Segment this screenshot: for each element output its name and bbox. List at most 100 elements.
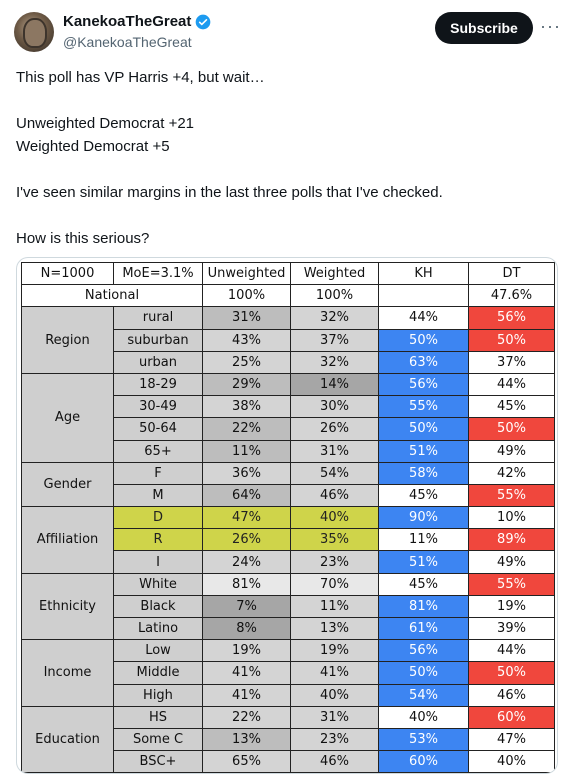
dt-cell: 60% (468, 705, 555, 729)
subscribe-button[interactable]: Subscribe (435, 12, 533, 44)
header-weighted: Weighted (290, 261, 379, 286)
row-label: urban (113, 350, 203, 374)
unweighted-cell: 81% (202, 572, 291, 596)
dt-cell: 10% (468, 506, 555, 530)
dt-cell: 46% (468, 683, 555, 707)
dt-cell: 89% (468, 528, 555, 552)
row-label: 30-49 (113, 395, 203, 419)
kh-cell: 54% (378, 683, 469, 707)
unweighted-cell: 47% (202, 506, 291, 530)
weighted-cell: 32% (290, 306, 379, 330)
dt-cell: 49% (468, 550, 555, 574)
dt-cell: 50% (468, 328, 555, 352)
weighted-cell: 32% (290, 350, 379, 374)
row-label: Latino (113, 616, 203, 641)
dt-cell: 44% (468, 372, 555, 397)
row-label: D (113, 506, 203, 530)
kh-cell: 50% (378, 417, 469, 441)
tweet-line: Weighted Democrat +5 (16, 138, 170, 155)
unweighted-cell: 22% (202, 705, 291, 729)
kh-cell: 90% (378, 506, 469, 530)
row-label: M (113, 483, 203, 508)
dt-cell: 37% (468, 350, 555, 374)
tweet-text: This poll has VP Harris +4, but wait… Un… (16, 66, 536, 250)
unweighted-cell: 13% (202, 727, 291, 752)
display-name-row[interactable]: KanekoaTheGreat (63, 13, 211, 30)
unweighted-cell: 7% (202, 594, 291, 619)
kh-cell: 44% (378, 306, 469, 330)
dt-cell: 42% (468, 461, 555, 485)
kh-cell: 56% (378, 639, 469, 663)
kh-cell: 51% (378, 439, 469, 463)
verified-badge-icon (196, 14, 211, 29)
group-label: Ethnicity (21, 572, 114, 641)
weighted-cell: 11% (290, 594, 379, 619)
unweighted-cell: 31% (202, 306, 291, 330)
kh-cell: 81% (378, 594, 469, 619)
weighted-cell: 31% (290, 439, 379, 463)
row-label: 65+ (113, 439, 203, 463)
row-label: Some C (113, 727, 203, 752)
weighted-cell: 23% (290, 727, 379, 752)
row-label: R (113, 528, 203, 552)
unweighted-cell: 38% (202, 395, 291, 419)
row-label: I (113, 550, 203, 574)
dt-cell: 44% (468, 639, 555, 663)
dt-cell: 55% (468, 483, 555, 508)
row-label: 18-29 (113, 372, 203, 397)
weighted-cell: 26% (290, 417, 379, 441)
group-label: Affiliation (21, 506, 114, 574)
dt-cell: 45% (468, 395, 555, 419)
row-label: High (113, 683, 203, 707)
more-options-icon[interactable]: ··· (540, 16, 561, 36)
national-label: National (21, 284, 203, 308)
kh-cell: 61% (378, 616, 469, 641)
weighted-cell: 14% (290, 372, 379, 397)
dt-cell: 19% (468, 594, 555, 619)
weighted-cell: 40% (290, 683, 379, 707)
header-unweighted: Unweighted (202, 261, 291, 286)
weighted-cell: 46% (290, 750, 379, 773)
kh-cell: 58% (378, 461, 469, 485)
unweighted-cell: 41% (202, 683, 291, 707)
dt-cell: 50% (468, 661, 555, 685)
dt-cell: 50% (468, 417, 555, 441)
group-label: Income (21, 639, 114, 707)
poll-table-image[interactable]: N=1000 MoE=3.1% Unweighted Weighted KH D… (16, 257, 558, 774)
kh-cell: 11% (378, 528, 469, 552)
kh-cell: 45% (378, 572, 469, 596)
unweighted-cell: 41% (202, 661, 291, 685)
unweighted-cell: 19% (202, 639, 291, 663)
unweighted-cell: 65% (202, 750, 291, 773)
kh-cell: 51% (378, 550, 469, 574)
weighted-cell: 19% (290, 639, 379, 663)
kh-cell: 56% (378, 372, 469, 397)
weighted-cell: 23% (290, 550, 379, 574)
weighted-cell: 40% (290, 506, 379, 530)
row-label: Black (113, 594, 203, 619)
weighted-cell: 13% (290, 616, 379, 641)
weighted-cell: 37% (290, 328, 379, 352)
header-kh: KH (378, 261, 469, 286)
row-label: F (113, 461, 203, 485)
kh-cell: 45% (378, 483, 469, 508)
unweighted-cell: 25% (202, 350, 291, 374)
display-name[interactable]: KanekoaTheGreat (63, 13, 192, 30)
group-label: Education (21, 705, 114, 773)
kh-cell: 60% (378, 750, 469, 773)
group-label: Gender (21, 461, 114, 508)
user-handle[interactable]: @KanekoaTheGreat (63, 34, 192, 50)
row-label: Low (113, 639, 203, 663)
avatar[interactable] (14, 12, 54, 52)
unweighted-cell: 43% (202, 328, 291, 352)
dt-cell: 55% (468, 572, 555, 596)
unweighted-cell: 29% (202, 372, 291, 397)
national-weighted: 100% (290, 284, 379, 308)
kh-cell: 53% (378, 727, 469, 752)
national-dt: 47.6% (468, 284, 555, 308)
weighted-cell: 31% (290, 705, 379, 729)
poll-table: N=1000 MoE=3.1% Unweighted Weighted KH D… (21, 261, 555, 773)
dt-cell: 47% (468, 727, 555, 752)
header-n: N=1000 (21, 261, 114, 286)
group-label: Age (21, 372, 114, 463)
